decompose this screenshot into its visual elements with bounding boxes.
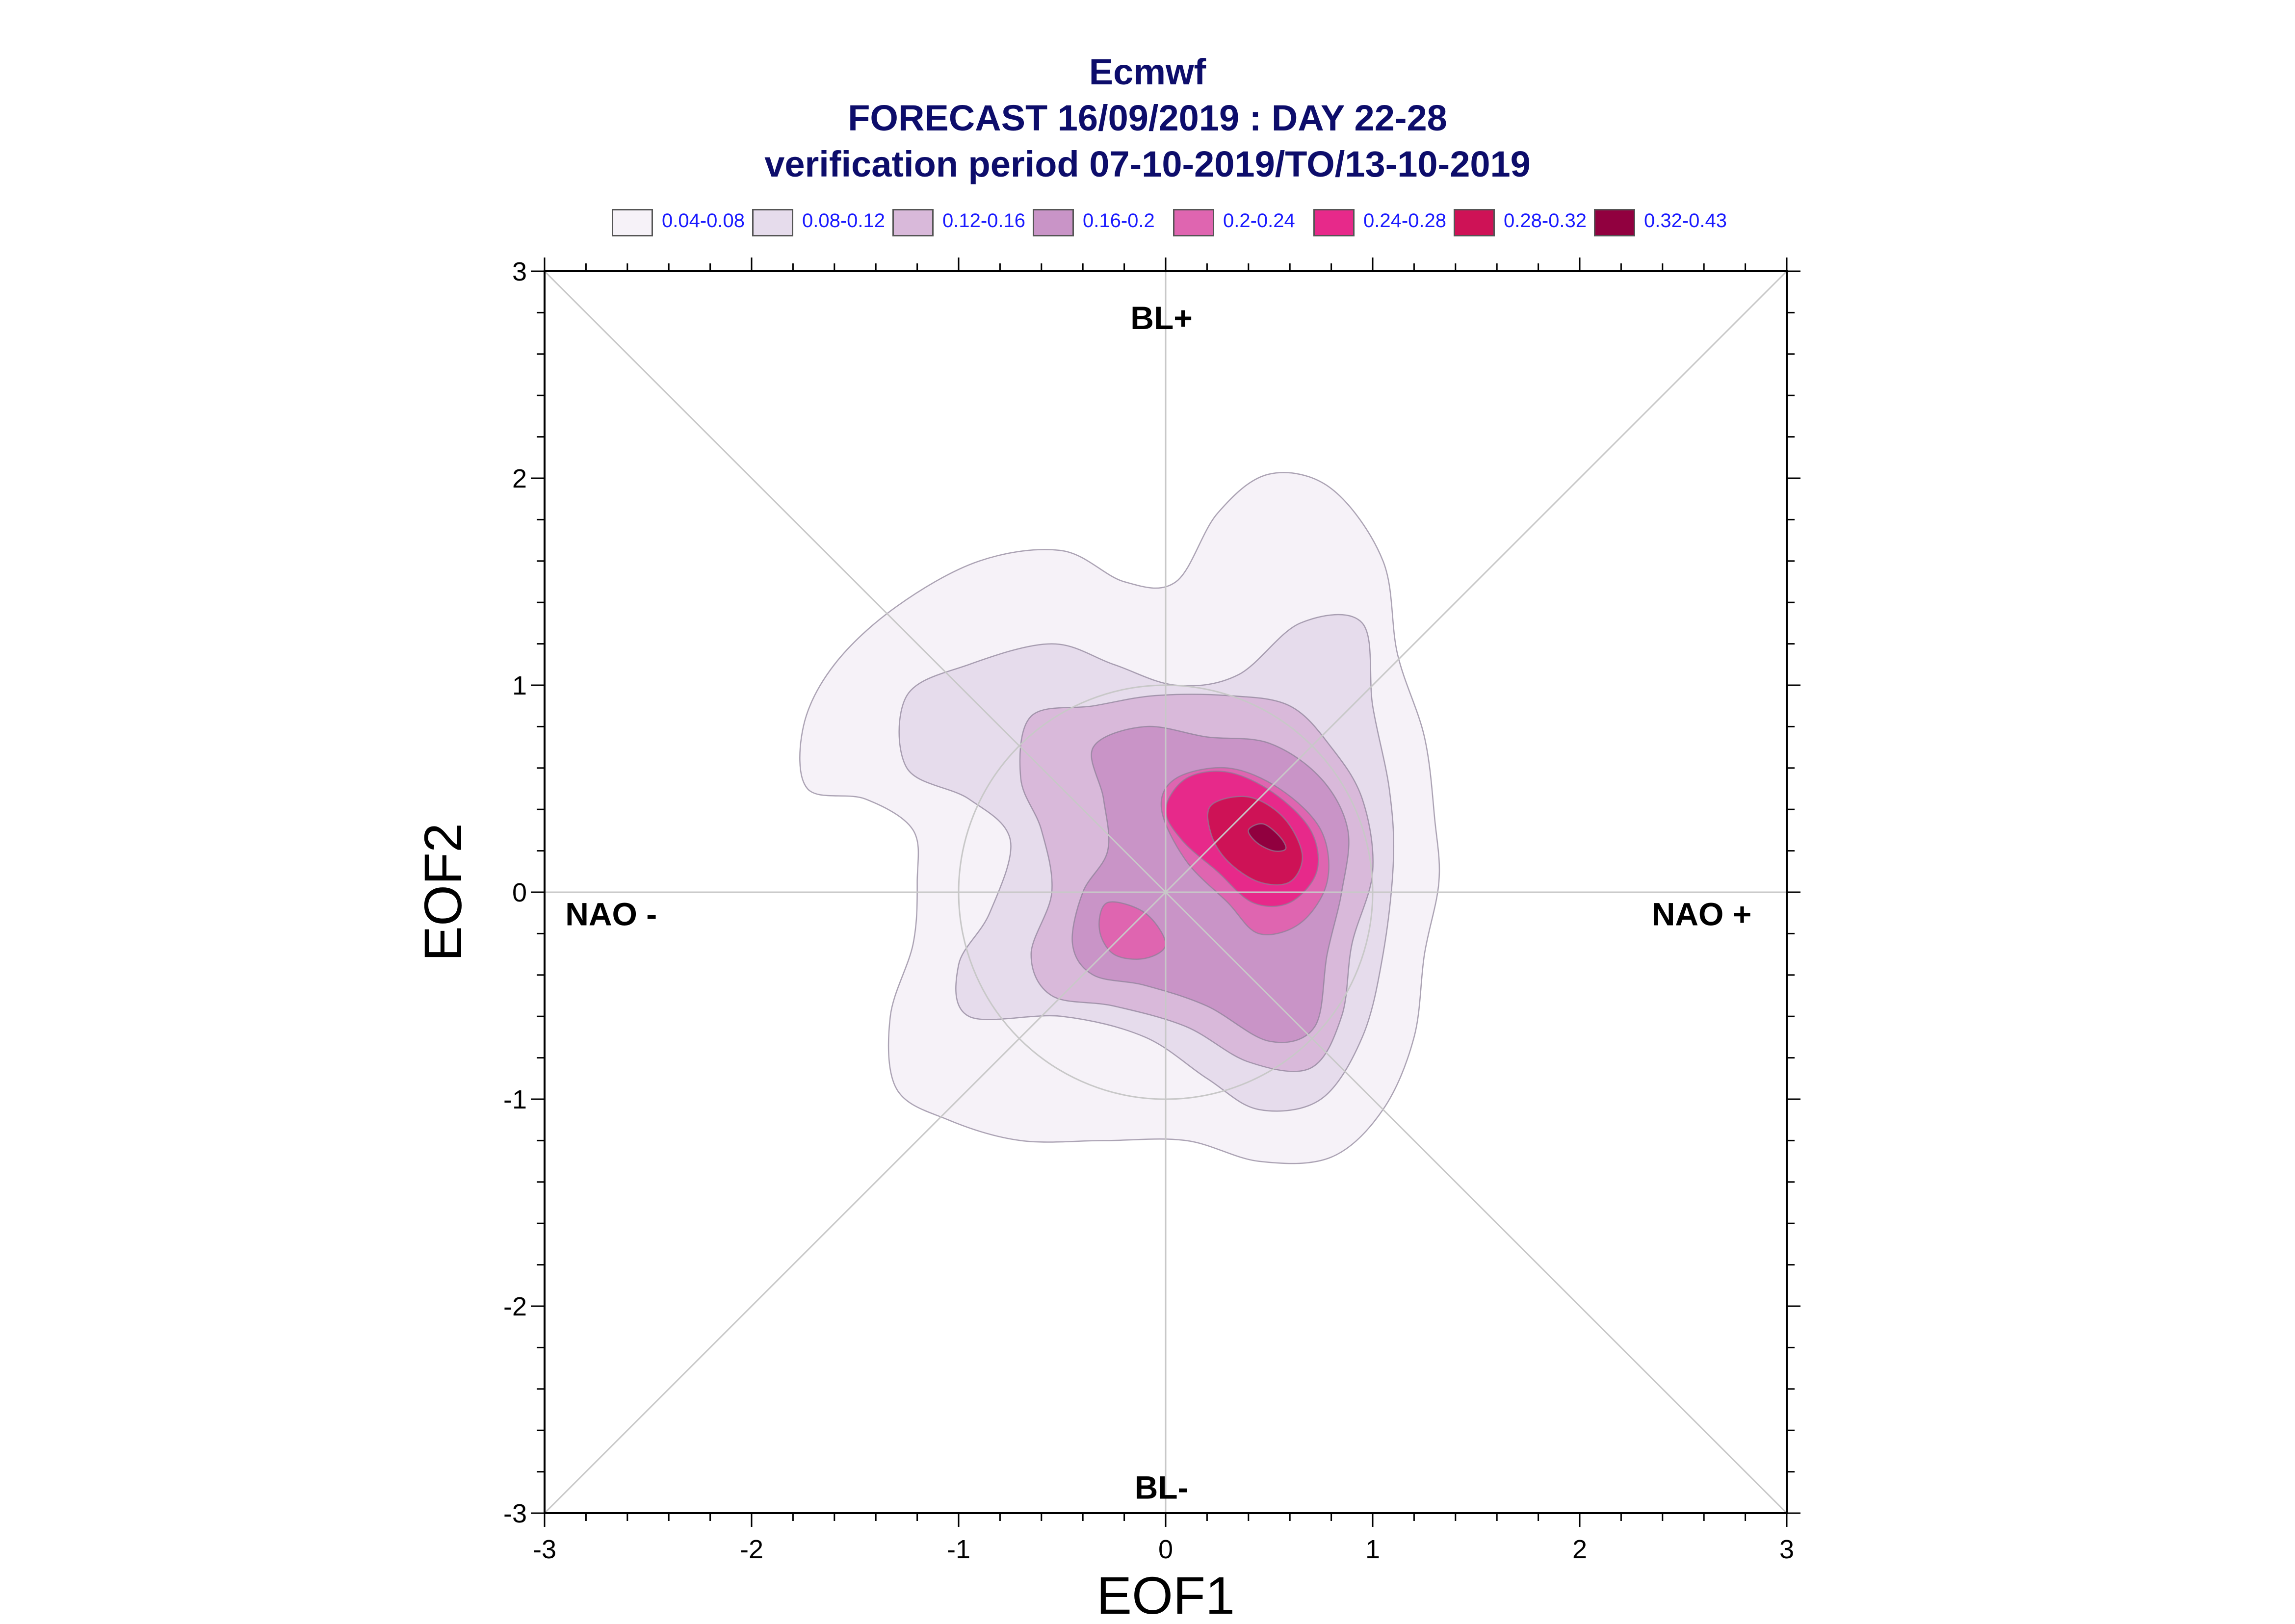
x-tick-label: 2 [1572,1535,1587,1564]
regime-label-bl-plus: BL+ [1130,300,1193,336]
x-tick-label: -2 [740,1535,763,1564]
x-axis-title: EOF1 [1096,1566,1235,1624]
regime-label-nao-plus: NAO + [1652,896,1752,932]
contour-level-7-8 [1248,823,1287,852]
y-tick-label: 0 [512,878,527,907]
chart-title: Ecmwf FORECAST 16/09/2019 : DAY 22-28 ve… [0,49,2295,187]
guide-layer [544,270,1788,1514]
y-axis-title: EOF2 [413,823,472,961]
legend-swatch [892,209,934,236]
label-layer: -3 -2 -1 0 1 2 3 -3 -2 -1 0 1 2 3 BL+ BL- NAO - NAO + EOF1… [413,257,1794,1624]
legend-label: 0.12-0.16 [942,210,1026,232]
legend-label: 0.32-0.43 [1644,210,1727,232]
legend-label: 0.24-0.28 [1363,210,1447,232]
regime-label-nao-minus: NAO - [565,896,657,932]
legend-swatch [1033,209,1074,236]
y-tick-label: -2 [503,1292,527,1321]
legend-swatch [1173,209,1214,236]
legend-label: 0.28-0.32 [1504,210,1587,232]
legend: 0.04-0.08 0.08-0.12 0.12-0.16 0.16-0.2 0.2-0… [612,207,1789,239]
legend-label: 0.2-0.24 [1223,210,1295,232]
legend-label: 0.08-0.12 [802,210,886,232]
y-tick-label: -1 [503,1085,527,1114]
legend-swatch [1313,209,1355,236]
y-tick-label: 2 [512,464,527,493]
reference-circle [958,684,1374,1100]
legend-swatch [612,209,653,236]
chart-title-line-2: FORECAST 16/09/2019 : DAY 22-28 [848,98,1447,138]
x-tick-label: 1 [1365,1535,1380,1564]
chart-title-line-3: verification period 07-10-2019/TO/13-10-… [764,144,1531,184]
legend-swatch [1594,209,1635,236]
legend-swatch [1454,209,1495,236]
x-tick-label: -3 [533,1535,556,1564]
x-tick-label: 0 [1158,1535,1173,1564]
legend-label: 0.04-0.08 [662,210,745,232]
x-tick-label: -1 [947,1535,970,1564]
regime-label-bl-minus: BL- [1135,1469,1189,1505]
y-tick-label: 3 [512,257,527,286]
contour-layer [799,472,1440,1164]
legend-swatch [752,209,793,236]
frame-layer [531,258,1800,1527]
y-tick-label: -3 [503,1499,527,1528]
chart-title-line-1: Ecmwf [1089,52,1206,92]
x-tick-label: 3 [1779,1535,1794,1564]
y-tick-label: 1 [512,671,527,700]
legend-label: 0.16-0.2 [1083,210,1155,232]
